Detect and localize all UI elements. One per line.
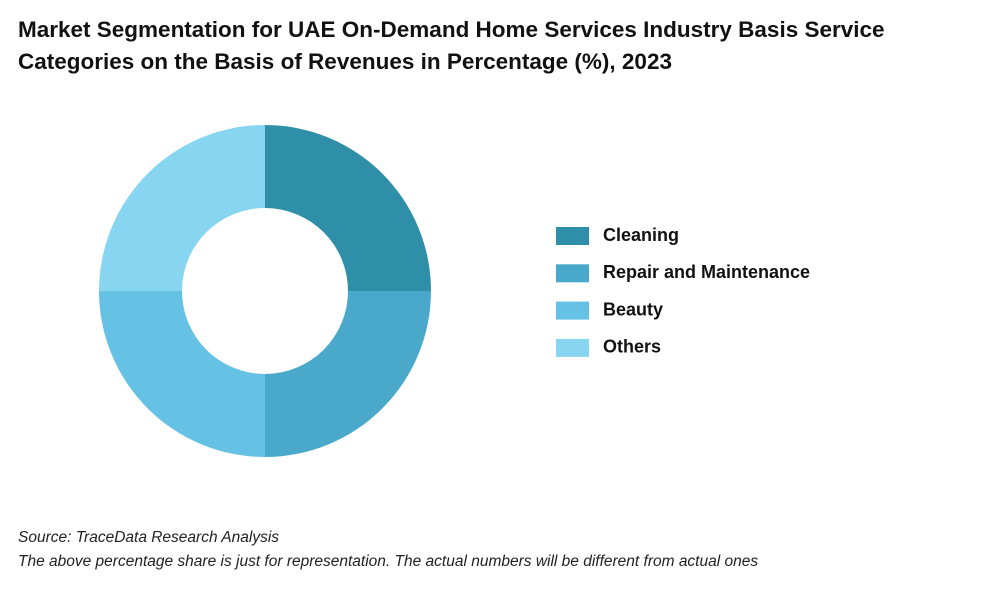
note: The above percentage share is just for r… — [18, 553, 759, 570]
legend-swatch — [556, 264, 589, 283]
donut-slice — [99, 291, 265, 457]
legend-swatch — [556, 338, 589, 357]
legend-swatch — [556, 301, 589, 320]
legend-label: Cleaning — [603, 225, 679, 245]
source: Source: TraceData Research Analysis — [18, 529, 280, 546]
legend-label: Repair and Maintenance — [603, 262, 810, 282]
donut-slice — [99, 125, 265, 291]
chart-title: Market Segmentation for UAE On-Demand Ho… — [18, 17, 885, 74]
legend-label: Others — [603, 337, 661, 357]
donut-slice — [265, 291, 431, 457]
legend-label: Beauty — [603, 299, 663, 319]
legend-swatch — [556, 227, 589, 245]
donut-slice — [265, 125, 431, 291]
